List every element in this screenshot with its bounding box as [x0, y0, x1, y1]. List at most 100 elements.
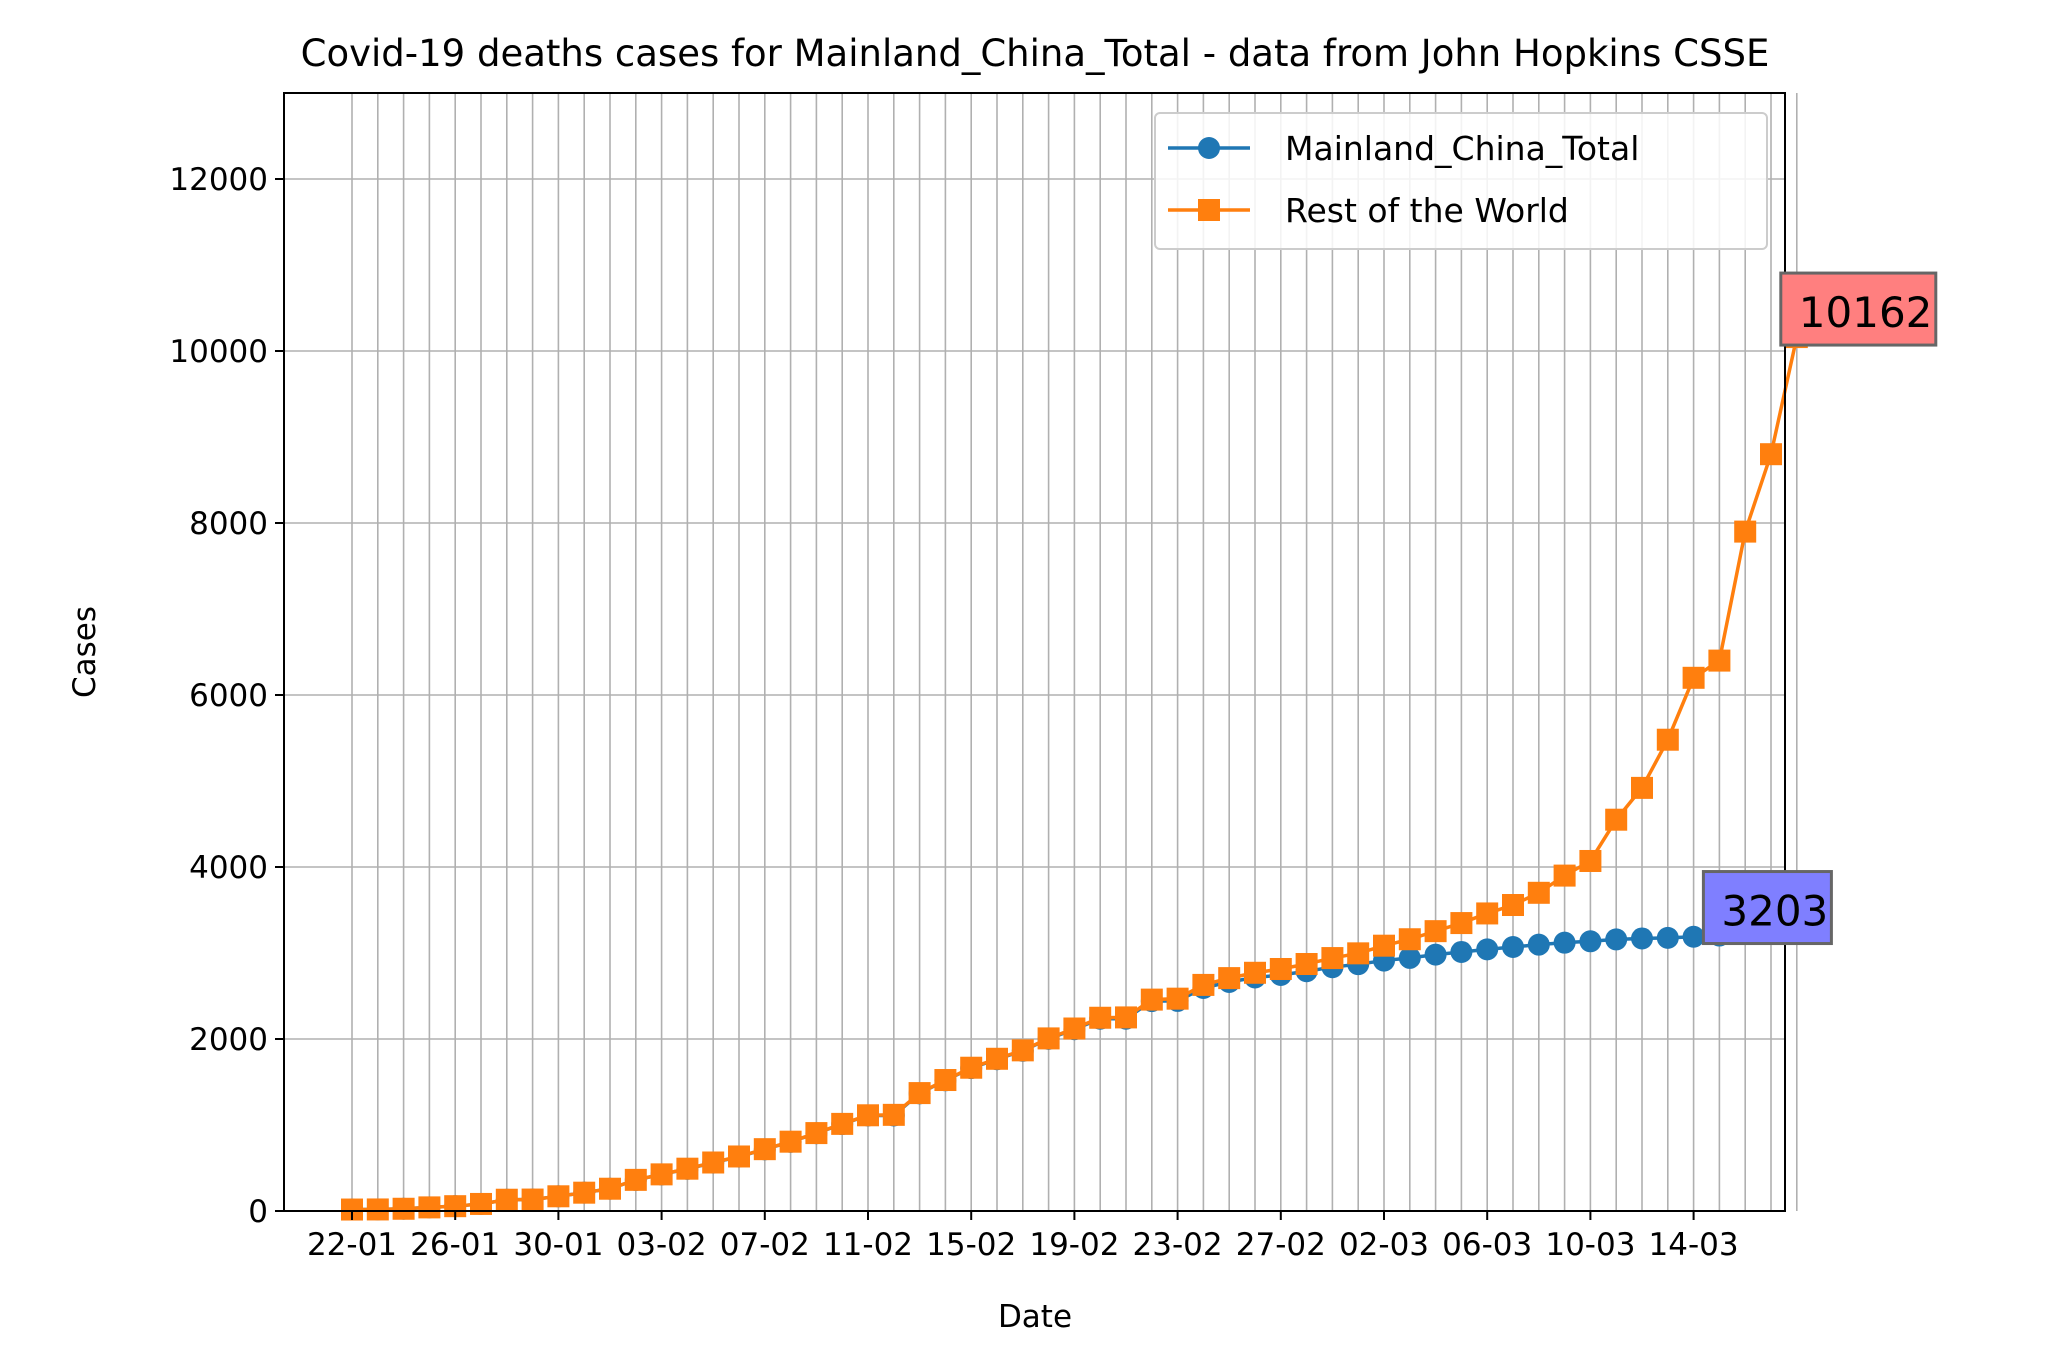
data-point: [805, 1122, 828, 1145]
data-point: [1476, 902, 1499, 925]
x-axis: 22-01 26-01 30-01 03-02 07-02 11-02 15-02 19-02…: [307, 1211, 1739, 1263]
data-point: [1553, 931, 1576, 954]
data-point: [650, 1163, 673, 1186]
data-point: [1502, 894, 1524, 917]
data-point: [1527, 881, 1550, 904]
y-tick-label: 0: [248, 1194, 268, 1230]
data-point: [1063, 1017, 1086, 1040]
y-tick-label: 10000: [169, 334, 268, 370]
x-tick-label: 22-01: [307, 1227, 397, 1263]
data-point: [702, 1151, 725, 1174]
data-point: [624, 1168, 647, 1191]
y-tick-label: 6000: [189, 678, 268, 714]
data-point: [1450, 912, 1473, 935]
data-point: [1398, 946, 1421, 969]
data-point: [1682, 925, 1705, 948]
data-point: [1424, 943, 1447, 966]
legend-entry: Rest of the World: [1168, 191, 1569, 230]
data-point: [341, 1198, 363, 1221]
data-point: [1398, 928, 1421, 951]
data-point: [1527, 933, 1550, 956]
legend-marker: [1198, 199, 1220, 221]
data-point: [882, 1103, 905, 1126]
y-axis: 0 2000 4000 6000 8000 10000 12000: [169, 162, 284, 1230]
x-tick-label: 02-03: [1339, 1227, 1429, 1263]
x-tick-label: 06-03: [1442, 1227, 1532, 1263]
data-point: [1373, 934, 1395, 957]
legend-label: Rest of the World: [1285, 191, 1569, 230]
data-point: [1579, 849, 1602, 872]
data-point: [1295, 953, 1318, 976]
data-point: [753, 1138, 776, 1161]
y-tick-label: 4000: [189, 850, 268, 886]
x-tick-label: 27-02: [1236, 1227, 1326, 1263]
annotation-label: 10162: [1799, 288, 1933, 337]
y-tick-label: 8000: [189, 506, 268, 542]
legend-label: Mainland_China_Total: [1285, 129, 1639, 168]
data-point: [1115, 1006, 1137, 1029]
data-point: [1656, 728, 1679, 751]
data-point: [1166, 987, 1189, 1010]
annotation-3203: 3203: [1701, 870, 1833, 946]
data-point: [1321, 947, 1344, 970]
data-point: [779, 1130, 802, 1153]
data-point: [1656, 926, 1679, 949]
data-point: [1269, 957, 1292, 980]
data-point: [1553, 864, 1576, 887]
data-point: [1734, 520, 1757, 543]
legend: Mainland_China_Total Rest of the World: [1154, 112, 1768, 250]
x-axis-label: Date: [998, 1299, 1072, 1335]
data-point: [1192, 973, 1215, 996]
plot-frame: [283, 92, 1786, 1212]
data-point: [366, 1198, 389, 1221]
data-point: [831, 1112, 854, 1135]
data-point: [1244, 961, 1266, 984]
data-point: [1089, 1006, 1112, 1029]
data-point: [1140, 988, 1163, 1011]
legend-entry: Mainland_China_Total: [1168, 129, 1639, 168]
data-point: [986, 1047, 1008, 1070]
x-tick-label: 10-03: [1545, 1227, 1635, 1263]
annotation-label: 3203: [1721, 887, 1828, 936]
data-point: [418, 1196, 441, 1219]
chart-title: Covid-19 deaths cases for Mainland_China…: [301, 32, 1770, 75]
data-point: [960, 1056, 983, 1079]
data-point: [547, 1185, 570, 1208]
x-tick-label: 30-01: [513, 1227, 603, 1263]
annotation-box: [1779, 271, 1938, 347]
x-tick-label: 15-02: [926, 1227, 1016, 1263]
data-point: [728, 1145, 750, 1168]
x-tick-label: 11-02: [823, 1227, 913, 1263]
data-point: [1605, 808, 1628, 831]
data-point: [1502, 935, 1524, 958]
annotations: 10162 3203: [1701, 271, 1938, 946]
data-point: [1631, 927, 1653, 950]
data-point: [599, 1177, 621, 1200]
x-tick-label: 23-02: [1133, 1227, 1223, 1263]
y-tick-label: 2000: [189, 1022, 268, 1058]
annotation-box: [1701, 870, 1833, 946]
data-point: [1760, 443, 1782, 466]
data-point: [1218, 967, 1241, 990]
data-point: [521, 1188, 544, 1211]
x-tick-label: 14-03: [1649, 1227, 1739, 1263]
data-point: [1011, 1039, 1034, 1062]
data-point: [1450, 940, 1473, 963]
data-point: [470, 1192, 492, 1215]
x-tick-label: 03-02: [617, 1227, 707, 1263]
data-point: [1476, 938, 1499, 961]
data-point: [1708, 649, 1731, 672]
x-tick-label: 19-02: [1029, 1227, 1119, 1263]
data-point: [857, 1104, 879, 1127]
data-point: [1579, 930, 1602, 953]
x-tick-label: 07-02: [720, 1227, 810, 1263]
data-point: [1631, 776, 1653, 799]
data-point: [392, 1197, 415, 1220]
data-point: [676, 1157, 699, 1180]
legend-marker: [1198, 137, 1220, 159]
annotation-10162: 10162: [1779, 271, 1938, 347]
data-point: [908, 1082, 931, 1105]
data-point: [573, 1181, 596, 1204]
data-point: [495, 1188, 518, 1211]
